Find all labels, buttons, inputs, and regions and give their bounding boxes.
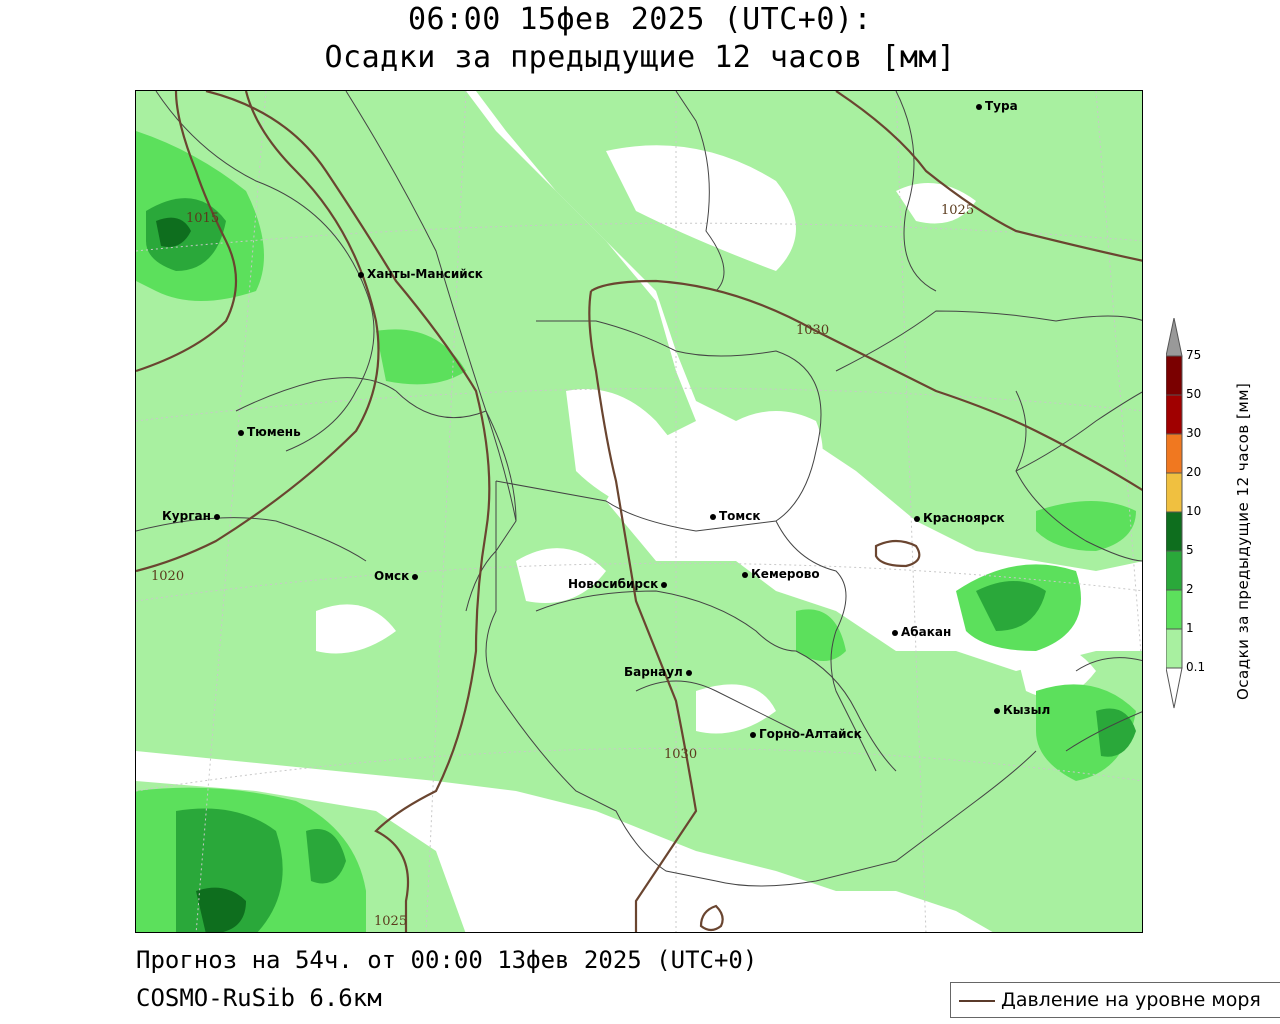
city-krasnoyarsk: Красноярск (914, 511, 1005, 525)
city-label: Тура (985, 99, 1018, 113)
city-novosibirsk: Новосибирск (568, 577, 670, 591)
colorbar-tick: 30 (1186, 426, 1202, 440)
city-dot (914, 515, 920, 522)
city-label: Барнаул (624, 665, 683, 679)
city-dot (976, 103, 982, 110)
city-abakan: Абакан (892, 625, 951, 639)
city-tura: Тура (976, 99, 1018, 113)
colorbar-tick: 50 (1186, 387, 1202, 401)
city-label: Тюмень (247, 425, 301, 439)
map-title-variable: Осадки за предыдущие 12 часов [мм] (324, 40, 956, 75)
pressure-legend-line (959, 1000, 995, 1002)
colorbar-tick: 1 (1186, 621, 1194, 635)
city-kemerovo: Кемерово (742, 567, 820, 581)
city-gorno-altaysk: Горно-Алтайск (750, 727, 862, 741)
city-dot (994, 707, 1000, 714)
colorbar-title: Осадки за предыдущие 12 часов [мм] (1234, 382, 1252, 700)
city-dot (661, 581, 668, 588)
city-dot (742, 571, 748, 578)
colorbar-under-triangle (1165, 667, 1183, 709)
city-dot (685, 669, 692, 676)
isobar-label: 1015 (186, 211, 220, 226)
colorbar-tick: 0.1 (1186, 660, 1206, 674)
graticule (136, 91, 1142, 932)
city-omsk: Омск (374, 569, 421, 583)
colorbar-segment (1165, 511, 1183, 552)
isobar-label: 1030 (664, 747, 698, 762)
city-label: Горно-Алтайск (759, 727, 862, 741)
map-title-time: 06:00 15фев 2025 (UTC+0): (407, 2, 873, 37)
city-barnaul: Барнаул (624, 665, 695, 679)
city-dot (238, 429, 244, 436)
colorbar-over-triangle (1165, 317, 1183, 357)
city-tyumen: Тюмень (238, 425, 301, 439)
colorbar-tick: 2 (1186, 582, 1194, 596)
city-label: Ханты-Мансийск (367, 267, 483, 281)
precip-gaps (316, 145, 1096, 734)
city-label: Томск (719, 509, 761, 523)
isobar-label: 1030 (796, 323, 830, 338)
city-dot (750, 731, 756, 738)
pressure-legend: Давление на уровне моря (950, 982, 1280, 1018)
isobar-label: 1020 (151, 569, 185, 584)
isobar-label: 1025 (941, 203, 975, 218)
city-label: Красноярск (923, 511, 1005, 525)
precipitation-map: 1015 1020 1025 1030 1030 1025 Тура Ханты… (135, 90, 1143, 933)
city-dot (213, 513, 220, 520)
colorbar-segment (1165, 394, 1183, 435)
city-label: Новосибирск (568, 577, 659, 591)
colorbar-segment (1165, 589, 1183, 630)
precip-colorbar (1165, 317, 1186, 710)
colorbar-segment (1165, 355, 1183, 396)
colorbar-tick: 75 (1186, 348, 1202, 362)
city-kyzyl: Кызыл (994, 703, 1050, 717)
precip-heavy-areas (146, 198, 1136, 932)
city-tomsk: Томск (710, 509, 761, 523)
isobar-label: 1025 (374, 914, 408, 929)
colorbar-segment (1165, 628, 1183, 669)
city-label: Кызыл (1003, 703, 1051, 717)
city-khanty-mansiysk: Ханты-Мансийск (358, 267, 483, 281)
city-kurgan: Курган (162, 509, 223, 523)
colorbar-segment (1165, 472, 1183, 513)
map-canvas (136, 91, 1142, 932)
colorbar-tick: 5 (1186, 543, 1194, 557)
model-name: COSMO-RuSib 6.6км (136, 984, 382, 1012)
colorbar-graphic (1165, 317, 1183, 709)
city-dot (710, 513, 716, 520)
colorbar-segment (1165, 550, 1183, 591)
region-borders (136, 91, 1142, 887)
city-label: Курган (162, 509, 211, 523)
city-dot (892, 629, 898, 636)
pressure-legend-label: Давление на уровне моря (1001, 989, 1261, 1011)
forecast-info: Прогноз на 54ч. от 00:00 13фев 2025 (UTC… (136, 946, 758, 974)
city-label: Кемерово (751, 567, 820, 581)
isobars (136, 91, 1142, 932)
colorbar-segment (1165, 433, 1183, 474)
city-dot (412, 573, 419, 580)
city-label: Абакан (901, 625, 952, 639)
precip-very-heavy-areas (156, 217, 246, 932)
city-label: Омск (374, 569, 410, 583)
colorbar-tick: 10 (1186, 504, 1202, 518)
city-dot (358, 271, 364, 278)
colorbar-tick: 20 (1186, 465, 1202, 479)
